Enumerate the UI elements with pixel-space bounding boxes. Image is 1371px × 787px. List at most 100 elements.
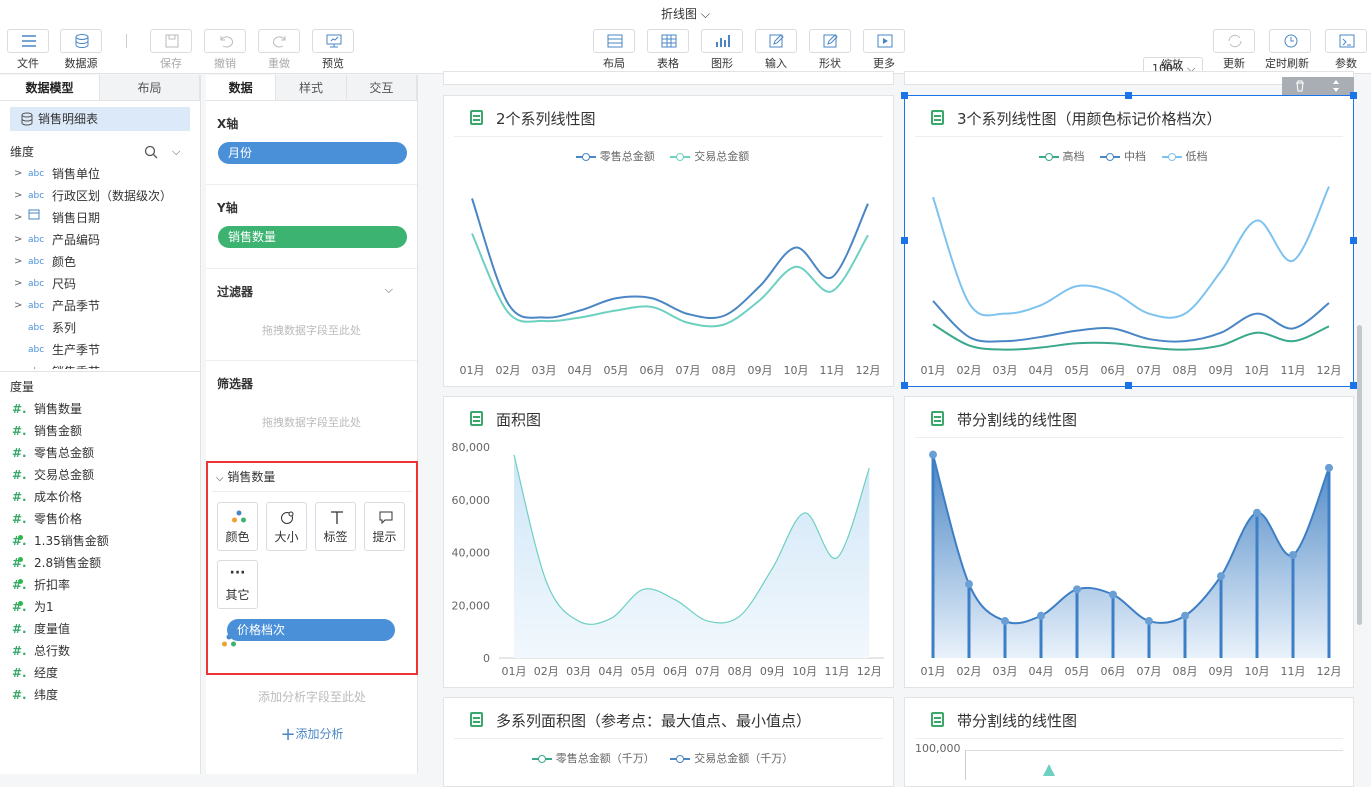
resize-handle[interactable] <box>901 382 908 389</box>
y-axis-field[interactable]: 销售数量 <box>218 226 407 248</box>
analysis-dropzone[interactable]: 添加分析字段至此处 <box>257 690 366 704</box>
chart-card-selected[interactable]: 3个系列线性图（用颜色标记价格档次） 高档 中档 低档 01月 02月 03月 04月… <box>904 95 1354 387</box>
chart-legend[interactable]: 零售总金额（千万） 交易总金额（千万） <box>444 750 893 766</box>
file-button[interactable]: 文件 <box>6 29 50 71</box>
chevron-right-icon[interactable]: > <box>14 212 23 223</box>
x-tick-label: 09月 <box>1209 364 1234 377</box>
window-title[interactable]: 折线图 ⌵ <box>0 0 1371 28</box>
graph-button[interactable]: 图形 <box>700 29 744 71</box>
preview-button[interactable]: 预览 <box>311 29 355 71</box>
chevron-right-icon[interactable]: > <box>14 256 23 267</box>
measure-item[interactable]: #. 经度 <box>0 662 200 684</box>
tab-data-model[interactable]: 数据模型 <box>0 75 100 100</box>
resize-handle[interactable] <box>901 92 908 99</box>
chevron-right-icon[interactable]: > <box>14 190 23 201</box>
redo-button[interactable]: 重做 <box>257 29 301 71</box>
chart-card[interactable]: 多系列面积图（参考点：最大值点、最小值点） 零售总金额（千万） 交易总金额（千万… <box>443 697 894 787</box>
resize-handle[interactable] <box>901 237 908 244</box>
measure-item[interactable]: #. 折扣率 <box>0 574 200 596</box>
legend-item: 零售总金额 <box>599 150 655 163</box>
more-button[interactable]: 更多 <box>862 29 906 71</box>
resize-handle[interactable] <box>1125 382 1132 389</box>
trash-icon[interactable] <box>1294 80 1306 92</box>
params-button[interactable]: 参数 <box>1324 29 1368 71</box>
measure-item[interactable]: #. 销售数量 <box>0 398 200 420</box>
chevron-right-icon[interactable]: > <box>14 300 23 311</box>
chevron-right-icon[interactable]: > <box>14 234 23 245</box>
measure-item[interactable]: #. 零售价格 <box>0 508 200 530</box>
vertical-scrollbar[interactable] <box>1357 325 1362 625</box>
text-type-icon: abc <box>28 361 44 369</box>
move-icon[interactable] <box>1330 80 1342 92</box>
line-chart[interactable]: 01月 02月 03月 04月 05月 06月 07月 08月 09月 10月 11月 12月 <box>905 96 1355 388</box>
label-button[interactable]: 标签 <box>315 502 356 551</box>
shape-button[interactable]: 形状 <box>808 29 852 71</box>
chevron-down-icon[interactable]: ⌵ <box>172 145 181 158</box>
x-axis-field[interactable]: 月份 <box>218 142 407 164</box>
chart-card[interactable]: 面积图 80,000 60,000 40,000 20,000 0 01月 02月 03月 04… <box>443 396 894 688</box>
chart-legend[interactable]: 零售总金额 交易总金额 <box>444 148 893 164</box>
tab-layout[interactable]: 布局 <box>100 75 200 100</box>
search-icon[interactable] <box>144 145 158 159</box>
chevron-right-icon[interactable]: > <box>14 278 23 289</box>
dimension-item[interactable]: > abc 尺码 <box>0 273 200 295</box>
resize-handle[interactable] <box>1350 237 1357 244</box>
tooltip-button[interactable]: 提示 <box>364 502 405 551</box>
dimension-item[interactable]: > 销售日期 <box>0 207 200 229</box>
size-button[interactable]: 大小 <box>266 502 307 551</box>
dimension-item[interactable]: > abc 产品编码 <box>0 229 200 251</box>
measure-section-header[interactable]: ⌵ 销售数量 <box>216 470 276 484</box>
line-chart[interactable]: 01月 02月 03月 04月 05月 06月 07月 08月 09月 10月 11月 12月 <box>444 96 895 388</box>
dimension-item[interactable]: > abc 行政区划（数据级次） <box>0 185 200 207</box>
resize-handle[interactable] <box>1350 92 1357 99</box>
measure-item[interactable]: #. 总行数 <box>0 640 200 662</box>
filter-dropzone[interactable]: 拖拽数据字段至此处 <box>262 324 361 337</box>
chart-card-top-left[interactable] <box>443 71 894 85</box>
measure-item[interactable]: #. 纬度 <box>0 684 200 706</box>
chevron-right-icon[interactable]: > <box>14 168 23 179</box>
split-line-chart[interactable]: 01月 02月 03月 04月 05月 06月 07月 08月 09月 10月 11月 12月 <box>905 397 1355 689</box>
chart-legend[interactable]: 高档 中档 低档 <box>905 148 1353 164</box>
table-item[interactable]: 销售明细表 <box>10 107 190 131</box>
measure-item[interactable]: #. 1.35销售金额 <box>0 530 200 552</box>
measure-item[interactable]: #. 交易总金额 <box>0 464 200 486</box>
chevron-down-icon[interactable]: ⌵ <box>384 283 393 296</box>
color-field-pill[interactable]: 价格档次 <box>227 619 395 641</box>
more-icon <box>863 29 905 53</box>
datasource-button[interactable]: 数据源 <box>59 29 103 71</box>
measure-item[interactable]: #. 2.8销售金额 <box>0 552 200 574</box>
selector-dropzone[interactable]: 拖拽数据字段至此处 <box>262 416 361 429</box>
measure-item[interactable]: #. 销售金额 <box>0 420 200 442</box>
measure-item[interactable]: #. 成本价格 <box>0 486 200 508</box>
measure-item[interactable]: #. 度量值 <box>0 618 200 640</box>
tab-interact[interactable]: 交互 <box>346 75 417 100</box>
other-button[interactable]: ··· 其它 <box>217 560 258 609</box>
save-button[interactable]: 保存 <box>149 29 193 71</box>
update-button[interactable]: 更新 <box>1212 29 1256 71</box>
dimension-item[interactable]: abc 系列 <box>0 317 200 339</box>
input-button[interactable]: 输入 <box>754 29 798 71</box>
add-analysis-button[interactable]: +添加分析 <box>280 724 344 745</box>
chart-card[interactable]: 带分割线的线性图 100,000 <box>904 697 1354 787</box>
undo-button[interactable]: 撤销 <box>203 29 247 71</box>
measure-item[interactable]: #. 为1 <box>0 596 200 618</box>
color-button[interactable]: 颜色 <box>217 502 258 551</box>
dimension-item[interactable]: > abc 颜色 <box>0 251 200 273</box>
layout-button[interactable]: 布局 <box>592 29 636 71</box>
table-button[interactable]: 表格 <box>646 29 690 71</box>
tab-style[interactable]: 样式 <box>276 75 347 100</box>
dimension-item[interactable]: abc 生产季节 <box>0 339 200 361</box>
area-chart[interactable]: 80,000 60,000 40,000 20,000 0 01月 02月 03月 04月 05月… <box>444 397 895 689</box>
report-canvas[interactable]: 2个系列线性图 零售总金额 交易总金额 01月 02月 03月 04月 05月 06月 07… <box>424 71 1371 787</box>
timed-refresh-button[interactable]: 定时刷新 <box>1265 29 1312 71</box>
dimension-item[interactable]: > abc 销售单位 <box>0 163 200 185</box>
divider <box>0 371 200 372</box>
dimension-item[interactable]: abc销售季节 <box>0 361 200 369</box>
measure-item[interactable]: #. 零售总金额 <box>0 442 200 464</box>
dimension-item[interactable]: > abc 产品季节 <box>0 295 200 317</box>
chart-card[interactable]: 带分割线的线性图 01月 02月 03月 04月 05月 06月 07月 08月 09月 10月 1… <box>904 396 1354 688</box>
tab-data[interactable]: 数据 <box>206 75 277 100</box>
resize-handle[interactable] <box>1350 382 1357 389</box>
chart-card[interactable]: 2个系列线性图 零售总金额 交易总金额 01月 02月 03月 04月 05月 06月 07… <box>443 95 894 387</box>
resize-handle[interactable] <box>1125 92 1132 99</box>
